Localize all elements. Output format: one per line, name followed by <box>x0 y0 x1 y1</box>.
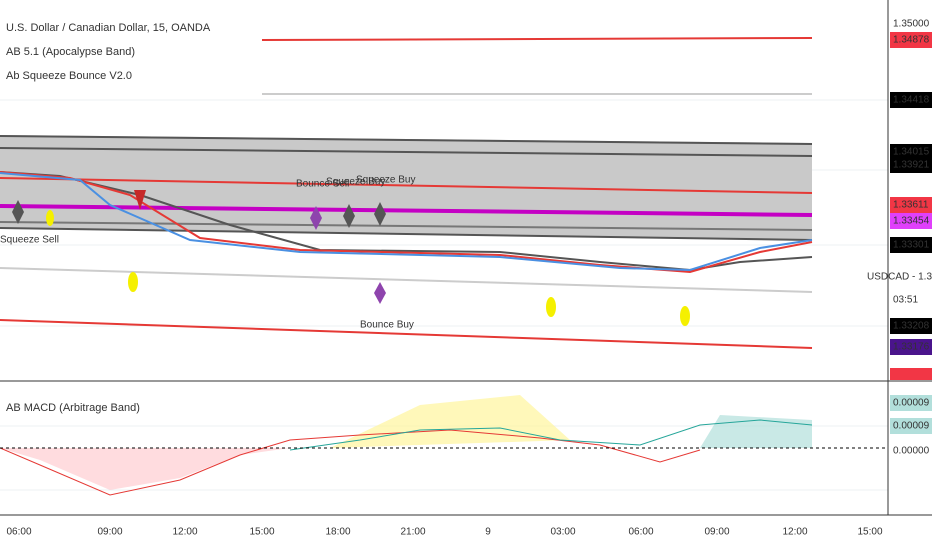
chart-title: U.S. Dollar / Canadian Dollar, 15, OANDA <box>6 22 211 34</box>
price-label: 1.35000 <box>893 19 930 30</box>
price-tag <box>890 395 932 411</box>
price-label: 0.00000 <box>893 446 930 457</box>
price-tag <box>890 32 932 48</box>
price-label: 1.33301 <box>893 240 930 251</box>
price-label: USDCAD - 1.33235 <box>867 272 932 283</box>
price-tag <box>890 418 932 434</box>
price-label: 1.33208 <box>893 321 930 332</box>
bands <box>0 37 813 349</box>
price-label: 0.00009 <box>893 421 930 432</box>
time-label: 06:00 <box>628 527 653 538</box>
signal-label: Squeeze Buy <box>326 177 386 188</box>
time-label: 21:00 <box>400 527 425 538</box>
time-label: 15:00 <box>249 527 274 538</box>
macd-pane <box>0 380 932 496</box>
signal-label: Squeeze Sell <box>0 235 59 246</box>
price-tag <box>890 237 932 253</box>
price-label: 1.33921 <box>893 160 930 171</box>
time-label: 15:00 <box>857 527 882 538</box>
price-label: 1.34015 <box>893 147 930 158</box>
price-label: 1.34418 <box>893 95 930 106</box>
markers <box>12 190 690 326</box>
price-tag <box>890 197 932 213</box>
price-tag <box>890 92 932 108</box>
signal-label: Bounce Sell <box>296 179 349 190</box>
signal-label: Bounce Buy <box>360 320 414 331</box>
time-label: 09:00 <box>704 527 729 538</box>
price-label: 1.34878 <box>893 35 930 46</box>
time-label: 12:00 <box>782 527 807 538</box>
indicator-label: Ab Squeeze Bounce V2.0 <box>6 70 132 82</box>
price-label: 03:51 <box>893 295 918 306</box>
time-label: 12:00 <box>172 527 197 538</box>
price-tag <box>890 339 932 355</box>
signal-label: Squeeze Buy <box>356 175 416 186</box>
price-label: 1.33176 <box>893 342 930 353</box>
price-label: 1.33611 <box>893 200 929 211</box>
time-label: 09:00 <box>97 527 122 538</box>
price-label: 0.00009 <box>893 398 930 409</box>
time-label: 06:00 <box>6 527 31 538</box>
macd-title: AB MACD (Arbitrage Band) <box>6 402 140 414</box>
time-label: 18:00 <box>325 527 350 538</box>
price-tag <box>890 318 932 334</box>
indicator-label: AB 5.1 (Apocalypse Band) <box>6 46 135 58</box>
price-tag <box>890 157 932 173</box>
time-label: 03:00 <box>550 527 575 538</box>
price-label: 1.33454 <box>893 216 930 227</box>
time-label: 9 <box>485 527 491 538</box>
price-tag <box>890 213 932 229</box>
band-fill <box>0 135 812 240</box>
price-tag <box>890 368 932 380</box>
price-tag <box>890 144 932 160</box>
